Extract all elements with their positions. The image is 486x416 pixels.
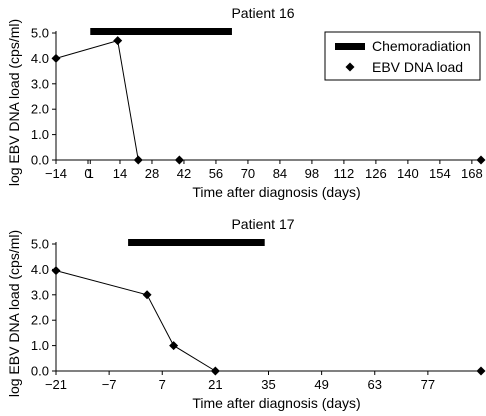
x-tick-label: −7	[102, 377, 117, 392]
x-tick-label: 21	[208, 377, 222, 392]
legend-box	[324, 31, 481, 81]
x-tick-label: 168	[461, 166, 483, 181]
y-tick-label: 1.0	[31, 338, 49, 353]
legend-diamond-icon	[345, 62, 355, 72]
x-tick-label: 14	[113, 166, 127, 181]
chemoradiation-bar	[128, 239, 265, 246]
series-line	[55, 270, 216, 372]
x-tick-label: 112	[334, 166, 355, 181]
x-tick-label: 7	[159, 377, 166, 392]
y-tick-label: 0.0	[31, 364, 49, 379]
y-tick-label: 2.0	[31, 102, 49, 117]
x-tick-label: 140	[397, 166, 419, 181]
chart-title: Patient 16	[231, 5, 294, 21]
data-point	[476, 155, 486, 165]
x-tick-label: 77	[421, 377, 435, 392]
data-point	[51, 53, 61, 63]
chart-title: Patient 17	[231, 216, 294, 232]
series-line	[55, 39, 139, 161]
x-tick-label: −14	[45, 166, 67, 181]
x-tick-label: −21	[45, 377, 67, 392]
data-point	[51, 266, 61, 276]
y-tick-label: 3.0	[31, 287, 49, 302]
data-point	[113, 36, 123, 46]
legend-label: EBV DNA load	[372, 59, 463, 75]
x-tick-label: 126	[365, 166, 387, 181]
data-point	[142, 290, 152, 300]
y-tick-label: 4.0	[31, 51, 49, 66]
x-tick-label: 63	[368, 377, 382, 392]
legend-chemoradiation-swatch	[335, 43, 365, 50]
data-point	[133, 155, 143, 165]
y-tick-label: 0.0	[31, 153, 49, 168]
y-axis-label: log EBV DNA load (cps/ml)	[6, 230, 22, 397]
x-tick-label: 70	[241, 166, 255, 181]
x-tick-label: 42	[177, 166, 191, 181]
x-tick-label: 28	[145, 166, 159, 181]
x-tick-label: 56	[209, 166, 223, 181]
legend-label: Chemoradiation	[372, 38, 471, 54]
y-tick-label: 1.0	[31, 127, 49, 142]
x-tick-label: 84	[273, 166, 287, 181]
y-tick-label: 2.0	[31, 313, 49, 328]
y-tick-label: 5.0	[31, 26, 49, 41]
data-point	[174, 155, 184, 165]
y-tick-label: 3.0	[31, 76, 49, 91]
x-tick-label: 0	[84, 166, 91, 181]
y-tick-label: 5.0	[31, 237, 49, 252]
chemoradiation-bar	[90, 28, 232, 35]
x-tick-label: 49	[314, 377, 328, 392]
y-tick-label: 4.0	[31, 262, 49, 277]
x-axis-label: Time after diagnosis (days)	[192, 184, 360, 200]
data-point	[476, 366, 486, 376]
data-point	[210, 366, 220, 376]
x-tick-label: 35	[261, 377, 275, 392]
y-axis-label: log EBV DNA load (cps/ml)	[6, 19, 22, 186]
x-tick-label: 1	[87, 166, 94, 181]
x-axis-label: Time after diagnosis (days)	[192, 395, 360, 411]
x-tick-label: 154	[429, 166, 451, 181]
x-tick-label: 98	[305, 166, 319, 181]
data-point	[169, 341, 179, 351]
